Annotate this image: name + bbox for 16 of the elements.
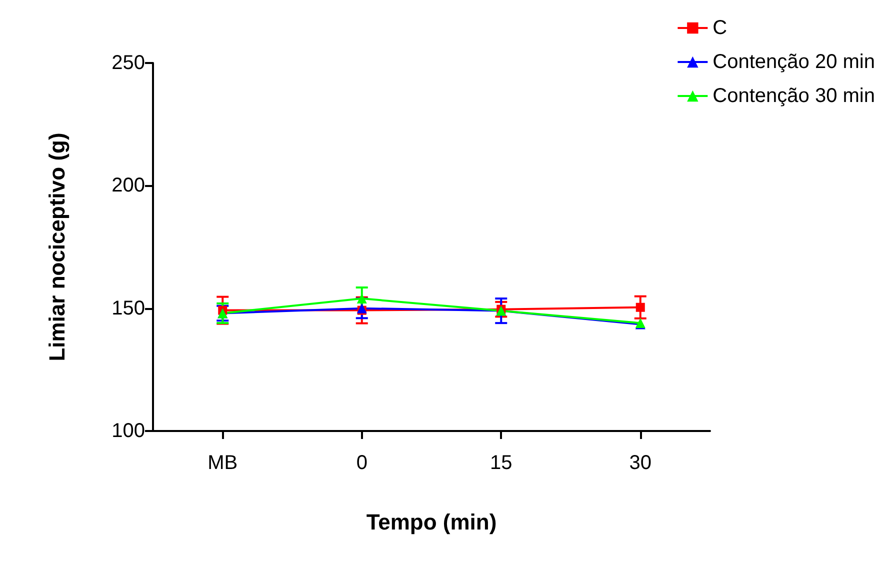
- x-tick-label: MB: [208, 452, 238, 474]
- y-tick-label: 100: [112, 420, 145, 442]
- y-tick-label: 200: [112, 174, 145, 197]
- point: [356, 303, 367, 314]
- point: [636, 302, 645, 312]
- legend-label: Contenção 30 min: [712, 85, 876, 107]
- legend-label: Contenção 20 min: [712, 51, 876, 73]
- y-axis-title: Limiar nociceptivo (g): [44, 132, 70, 362]
- x-axis-title: Tempo (min): [366, 510, 497, 534]
- legend-label: C: [712, 17, 728, 39]
- x-tick-label: 15: [490, 452, 512, 474]
- y-tick-label: 250: [112, 52, 145, 74]
- point: [356, 294, 367, 304]
- x-tick-label: 0: [356, 452, 368, 474]
- x-tick-label: 30: [629, 452, 652, 474]
- y-tick-label: 150: [112, 297, 145, 320]
